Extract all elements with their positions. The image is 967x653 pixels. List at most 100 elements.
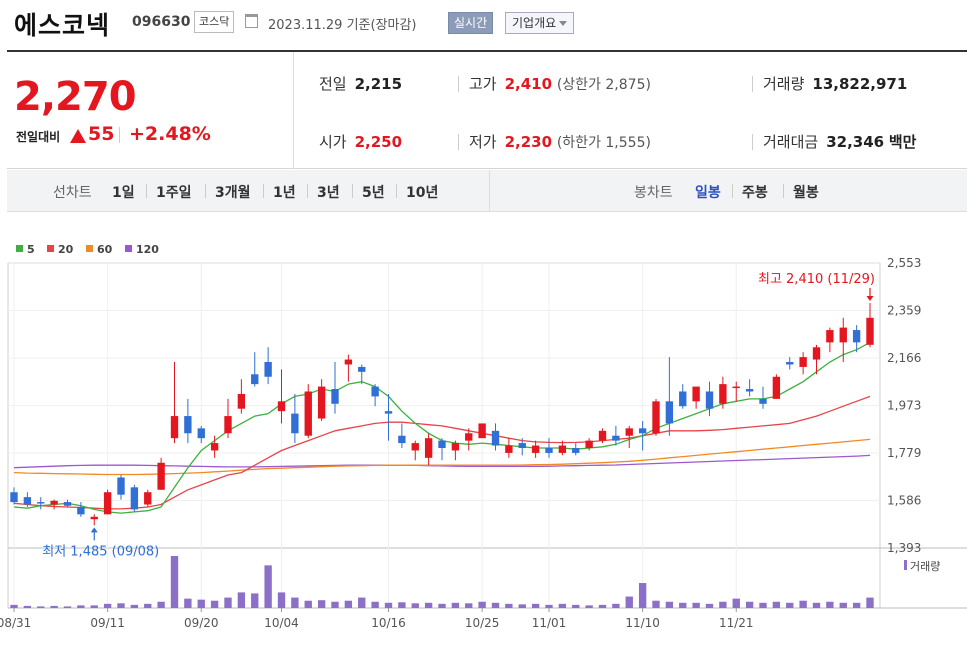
volume-bar bbox=[491, 602, 500, 608]
ma20-line bbox=[13, 395, 871, 510]
candle-body bbox=[518, 443, 526, 449]
x-tick-label: 11/10 bbox=[625, 616, 660, 630]
volume-legend-swatch bbox=[904, 560, 907, 570]
amount-unit: 백만 bbox=[888, 133, 917, 151]
candle-body bbox=[465, 433, 473, 441]
tab-3m[interactable]: 3개월 bbox=[215, 185, 251, 201]
volume-value: 13,822,971 bbox=[812, 75, 908, 93]
volume-bar bbox=[50, 605, 58, 608]
volume-bar bbox=[518, 604, 526, 608]
candle-body bbox=[478, 423, 486, 439]
candle-body bbox=[505, 445, 513, 453]
open-price: 시가 2,250 bbox=[319, 131, 402, 152]
open-label: 시가 bbox=[319, 133, 347, 151]
ma120-line bbox=[13, 454, 871, 469]
candle-body bbox=[10, 492, 18, 503]
volume-bar bbox=[157, 601, 165, 608]
candle-body bbox=[317, 386, 326, 419]
divider bbox=[458, 76, 459, 92]
candle-body bbox=[786, 362, 794, 365]
tab-1y[interactable]: 1년 bbox=[273, 185, 296, 201]
high-label: 고가 bbox=[469, 75, 497, 93]
volume-bar bbox=[692, 602, 700, 608]
volume-bar bbox=[103, 603, 112, 608]
divider bbox=[752, 76, 753, 92]
candle-body bbox=[184, 416, 192, 434]
volume-bar bbox=[679, 602, 687, 608]
candle-body bbox=[90, 516, 98, 520]
low-annotation: 최저 1,485 (09/08) bbox=[42, 544, 159, 559]
volume-bar bbox=[545, 604, 553, 608]
title-bar: 에스코넥 096630 코스닥 2023.11.29 기준(장마감) 실시간 기… bbox=[0, 0, 967, 44]
candle-body bbox=[264, 362, 272, 377]
legend-swatch bbox=[47, 245, 54, 252]
volume-bar bbox=[63, 606, 72, 608]
candle-body bbox=[50, 500, 58, 505]
y-tick-label: 2,553 bbox=[887, 256, 921, 270]
reference-date: 2023.11.29 기준(장마감) bbox=[268, 18, 417, 33]
volume-bar bbox=[505, 603, 513, 608]
candle-body bbox=[144, 492, 152, 505]
low-value: 2,230 bbox=[504, 133, 553, 151]
candle-body bbox=[117, 477, 125, 495]
volume-bar bbox=[224, 597, 232, 608]
tab-5y[interactable]: 5년 bbox=[362, 185, 385, 201]
calendar-icon bbox=[245, 14, 258, 28]
candle-body bbox=[37, 502, 45, 504]
tab-weekly[interactable]: 주봉 bbox=[742, 185, 768, 201]
candlestick-chart-svg: 2,553 2,359 2,166 1,973 1,779 1,586 1,393 08/31… bbox=[0, 243, 967, 630]
candle-body bbox=[103, 492, 112, 515]
tab-daily[interactable]: 일봉 bbox=[695, 185, 721, 201]
tab-10y[interactable]: 10년 bbox=[406, 185, 439, 201]
candle-body bbox=[304, 391, 312, 436]
line-chart-tabs: 선차트 1일 1주일 3개월 1년 3년 5년 10년 bbox=[7, 170, 490, 211]
divider bbox=[119, 127, 120, 143]
up-triangle-icon bbox=[70, 129, 86, 143]
price-summary: 2,270 전일대비 55 +2.48% bbox=[7, 52, 294, 169]
candle-body bbox=[277, 401, 286, 412]
volume-bar bbox=[317, 600, 326, 608]
realtime-button[interactable]: 실시간 bbox=[448, 12, 494, 34]
diff-value: 55 bbox=[88, 123, 115, 145]
high-value: 2,410 bbox=[504, 75, 553, 93]
y-tick-label: 1,586 bbox=[887, 494, 921, 508]
stock-code: 096630 bbox=[132, 14, 191, 30]
low-price: 저가 2,230 (하한가 1,555) bbox=[469, 131, 651, 152]
candle-body bbox=[424, 438, 433, 458]
candle-body bbox=[197, 428, 205, 439]
price-panel: 2,270 전일대비 55 +2.48% 전일 2,215 고가 2,410 (상한… bbox=[7, 50, 967, 169]
ma60-line bbox=[13, 438, 871, 476]
candle-body bbox=[358, 366, 366, 372]
volume-bar bbox=[451, 602, 460, 608]
candle-body bbox=[210, 443, 219, 451]
candle-body bbox=[491, 430, 500, 446]
open-value: 2,250 bbox=[354, 133, 403, 151]
volume-legend-label: 거래량 bbox=[910, 560, 940, 573]
x-tick-label: 09/20 bbox=[184, 616, 219, 630]
candle-body bbox=[572, 448, 580, 453]
tab-1d[interactable]: 1일 bbox=[112, 185, 135, 201]
candle-body bbox=[371, 386, 379, 397]
company-overview-button[interactable]: 기업개요 bbox=[505, 12, 575, 34]
diff-rate: +2.48% bbox=[129, 123, 211, 145]
candle-body bbox=[411, 443, 419, 451]
volume-bar bbox=[77, 605, 85, 608]
tab-3y[interactable]: 3년 bbox=[317, 185, 340, 201]
tab-monthly[interactable]: 월봉 bbox=[793, 185, 819, 201]
current-price: 2,270 bbox=[14, 74, 137, 120]
candle-body bbox=[545, 448, 553, 453]
volume-bar bbox=[652, 600, 660, 608]
candle-body bbox=[772, 376, 781, 399]
tab-1w[interactable]: 1주일 bbox=[156, 185, 192, 201]
volume-bar bbox=[705, 603, 714, 608]
volume-bar bbox=[371, 601, 379, 608]
x-tick-label: 10/25 bbox=[465, 616, 500, 630]
candle-body bbox=[344, 359, 353, 365]
candle-body bbox=[531, 445, 540, 453]
market-badge: 코스닥 bbox=[194, 11, 235, 33]
divider bbox=[396, 184, 397, 198]
candle-body bbox=[839, 327, 847, 343]
y-tick-label: 2,359 bbox=[887, 304, 921, 318]
volume-bar bbox=[638, 583, 647, 608]
candle-body bbox=[23, 497, 32, 505]
